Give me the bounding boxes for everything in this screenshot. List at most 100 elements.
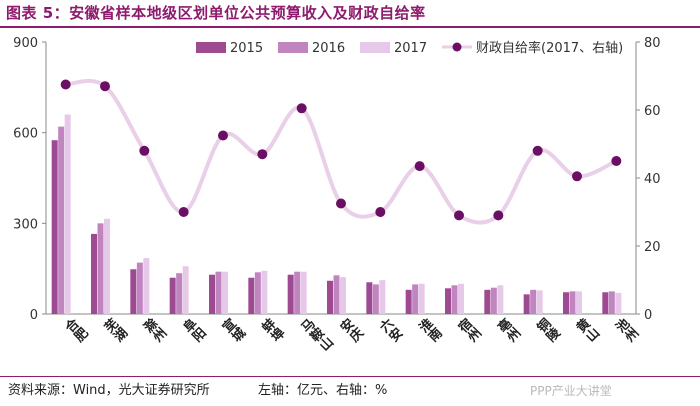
legend-swatch bbox=[360, 42, 390, 53]
bar-2015 bbox=[484, 289, 491, 314]
bar-2017 bbox=[261, 270, 268, 314]
bar-2017 bbox=[536, 290, 543, 314]
line-point bbox=[375, 207, 386, 217]
bar-2015 bbox=[51, 140, 58, 314]
bar-2015 bbox=[327, 280, 333, 314]
bar-2015 bbox=[405, 289, 412, 314]
self-sufficiency-line bbox=[65, 78, 618, 225]
left-tick-label: 300 bbox=[13, 217, 38, 232]
bar-2017 bbox=[300, 271, 307, 314]
right-tick-label: 20 bbox=[644, 240, 661, 255]
bar-2016 bbox=[254, 272, 261, 314]
bar-2016 bbox=[451, 285, 458, 314]
category-label: 芜湖 bbox=[99, 316, 130, 347]
bar-2015 bbox=[91, 233, 97, 314]
bar-2017 bbox=[340, 277, 346, 314]
bar-2017 bbox=[379, 280, 386, 314]
legend-swatch bbox=[196, 42, 226, 53]
left-tick-label: 900 bbox=[13, 36, 38, 51]
bar-2017 bbox=[104, 218, 110, 314]
bar-2016 bbox=[58, 126, 65, 314]
category-label: 马鞍山 bbox=[296, 316, 336, 356]
bar-2015 bbox=[287, 274, 294, 314]
bar-2016 bbox=[490, 287, 497, 314]
category-label: 六安 bbox=[375, 316, 406, 347]
bar-2016 bbox=[215, 271, 222, 314]
chart-title: 图表 5：安徽省样本地级区划单位公共预算收入及财政自给率 bbox=[6, 4, 426, 22]
bar-2016 bbox=[569, 291, 576, 314]
bar-2016 bbox=[608, 291, 615, 314]
bar-2015 bbox=[248, 277, 255, 314]
left-tick-label: 600 bbox=[13, 127, 38, 142]
bar-2015 bbox=[563, 292, 569, 314]
category-label: 蚌埠 bbox=[257, 316, 288, 347]
category-label: 黄山 bbox=[571, 316, 602, 347]
chart: 0 300 600 900 0 20 40 60 80 合肥 芜湖 滁州 阜阳 宣城 蚌埠 马鞍山 安庆 六安 淮南… bbox=[13, 36, 661, 356]
bar-2017 bbox=[615, 292, 622, 314]
legend-swatch bbox=[278, 42, 308, 53]
bar-2015 bbox=[602, 292, 609, 314]
category-label: 宣城 bbox=[217, 316, 248, 347]
line-point bbox=[257, 149, 268, 160]
line-point bbox=[336, 198, 346, 209]
bar-2015 bbox=[169, 277, 176, 314]
line-point bbox=[493, 210, 504, 221]
bar-2016 bbox=[412, 284, 419, 314]
line-point bbox=[611, 156, 622, 166]
bar-2016 bbox=[530, 289, 537, 314]
bar-2015 bbox=[366, 282, 373, 314]
category-label: 宿州 bbox=[453, 315, 484, 346]
bar-2015 bbox=[523, 294, 530, 314]
axis-note: 左轴：亿元、右轴：% bbox=[257, 383, 388, 398]
line-point bbox=[218, 130, 228, 141]
category-label: 亳州 bbox=[493, 315, 524, 346]
line-point bbox=[178, 207, 189, 217]
legend-label: 财政自给率(2017、右轴) bbox=[476, 40, 623, 56]
bar-2015 bbox=[130, 269, 137, 314]
bar-2016 bbox=[333, 275, 340, 314]
bar-2017 bbox=[576, 291, 582, 314]
bar-2017 bbox=[143, 258, 150, 314]
category-label: 安庆 bbox=[335, 315, 366, 346]
line-point bbox=[296, 103, 307, 114]
source-text: 资料来源：Wind，光大证券研究所 bbox=[8, 383, 210, 398]
right-tick-label: 80 bbox=[644, 36, 661, 51]
source-note: 资料来源：Wind，光大证券研究所 左轴：亿元、右轴：% bbox=[8, 379, 387, 398]
category-label: 池州 bbox=[611, 315, 642, 346]
line-point bbox=[454, 210, 464, 221]
bar-2017 bbox=[182, 266, 189, 314]
left-tick-label: 0 bbox=[30, 308, 38, 323]
bar-2016 bbox=[372, 284, 379, 314]
category-label: 滁州 bbox=[139, 315, 170, 346]
category-label: 铜陵 bbox=[532, 315, 563, 346]
bar-2017 bbox=[64, 114, 71, 315]
bar-2017 bbox=[222, 271, 228, 314]
right-tick-label: 0 bbox=[644, 308, 652, 323]
legend-label: 2017 bbox=[394, 41, 427, 56]
bar-2016 bbox=[136, 262, 143, 314]
category-label: 淮南 bbox=[414, 315, 445, 346]
bar-2017 bbox=[497, 285, 504, 314]
bar-2017 bbox=[418, 283, 425, 314]
line-point bbox=[60, 79, 71, 90]
legend-label: 2016 bbox=[312, 41, 345, 56]
line-point bbox=[139, 145, 150, 156]
category-label: 合肥 bbox=[60, 316, 91, 347]
bar-2015 bbox=[209, 274, 215, 314]
right-tick-label: 60 bbox=[644, 104, 661, 119]
legend-line-marker bbox=[452, 42, 462, 52]
bar-2016 bbox=[294, 271, 301, 314]
title-rule bbox=[0, 26, 700, 28]
line-point bbox=[572, 171, 582, 182]
footer-rule bbox=[0, 376, 700, 377]
line-point bbox=[100, 81, 110, 92]
bar-2016 bbox=[176, 273, 183, 314]
bar-2015 bbox=[445, 288, 451, 314]
line-point bbox=[414, 161, 425, 172]
bar-2017 bbox=[458, 283, 464, 314]
bar-2016 bbox=[97, 223, 104, 314]
legend-label: 2015 bbox=[230, 41, 263, 56]
category-label: 阜阳 bbox=[178, 316, 209, 347]
right-tick-label: 40 bbox=[644, 172, 661, 187]
line-point bbox=[532, 145, 543, 156]
